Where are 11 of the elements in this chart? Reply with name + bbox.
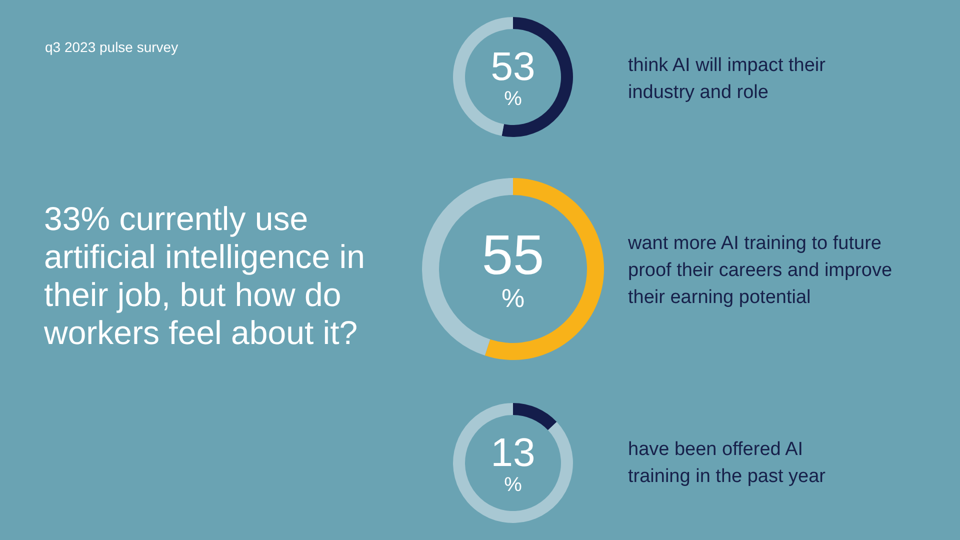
text: want more AI training to future proof their careers and improve their earning potential xyxy=(628,232,894,310)
text: q3 2023 pulse survey xyxy=(45,39,178,55)
data-label: 53 % xyxy=(490,45,536,110)
text: think AI will impact their industry and role xyxy=(628,54,826,105)
donut-slice xyxy=(513,403,557,430)
data-label: 13 % xyxy=(490,431,536,496)
data-label: 55 % xyxy=(480,223,546,313)
donut-slice xyxy=(453,403,573,523)
donut-slice xyxy=(484,178,604,360)
text: 33% currently use artificial intelligence in their job, but how do workers feel about it? xyxy=(44,200,366,352)
text: have been offered AI training in the past year xyxy=(628,438,827,489)
